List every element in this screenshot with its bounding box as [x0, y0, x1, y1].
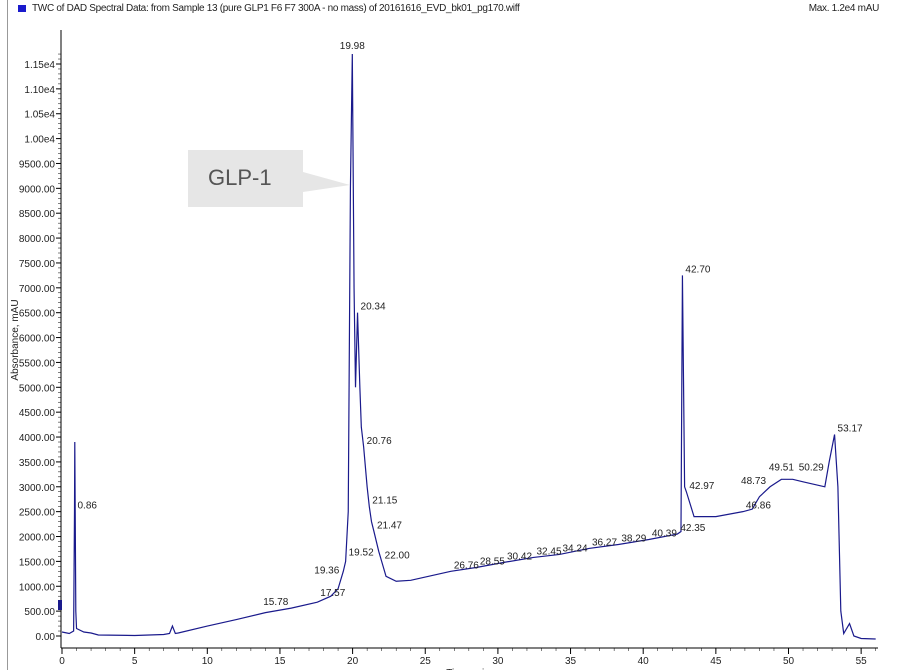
y-tick-label: 2000.00 [19, 533, 56, 544]
peak-label: 20.76 [367, 436, 392, 447]
y-tick-label: 5000.00 [19, 383, 56, 394]
peak-label: 42.35 [680, 523, 705, 534]
chart-title: TWC of DAD Spectral Data: from Sample 13… [32, 3, 520, 14]
peak-label: 0.86 [77, 501, 97, 512]
x-axis-label: Time, min [446, 668, 490, 670]
y-tick-label: 3500.00 [19, 458, 56, 469]
x-tick-label: 20 [347, 656, 359, 667]
peak-label: 22.00 [385, 550, 410, 561]
y-axis-label: Absorbance, mAU [10, 299, 21, 380]
peak-label: 48.73 [741, 476, 766, 487]
x-tick-label: 40 [638, 656, 650, 667]
y-tick-label: 2500.00 [19, 508, 56, 519]
y-tick-label: 8500.00 [19, 209, 56, 220]
glp1-callout: GLP-1 [188, 150, 303, 207]
callout-pointer [303, 172, 350, 192]
y-tick-label: 7000.00 [19, 284, 56, 295]
y-tick-label: 6500.00 [19, 309, 56, 320]
trace-start-marker [58, 600, 62, 610]
max-label: Max. 1.2e4 mAU [808, 3, 880, 14]
peak-label: 19.36 [314, 565, 339, 576]
peak-label: 21.15 [372, 496, 397, 507]
y-tick-label: 1500.00 [19, 557, 56, 568]
peak-label: 42.97 [689, 481, 714, 492]
x-tick-label: 15 [274, 656, 286, 667]
y-tick-label: 1.10e4 [24, 85, 55, 96]
y-tick-label: 9500.00 [19, 159, 56, 170]
y-tick-label: 500.00 [24, 607, 55, 618]
y-tick-label: 5500.00 [19, 358, 56, 369]
y-tick-label: 1.05e4 [24, 110, 55, 121]
peak-label: 26.76 [454, 560, 479, 571]
y-tick-label: 1.15e4 [24, 60, 55, 71]
y-tick-label: 4500.00 [19, 408, 56, 419]
y-tick-label: 3000.00 [19, 483, 56, 494]
y-tick-label: 1.00e4 [24, 135, 55, 146]
x-tick-label: 45 [710, 656, 722, 667]
peak-label: 46.86 [746, 501, 771, 512]
peak-label: 32.45 [536, 546, 561, 557]
x-tick-label: 0 [59, 656, 65, 667]
peak-label: 34.24 [563, 543, 588, 554]
peak-label: 17.57 [320, 588, 345, 599]
peak-label: 36.27 [592, 537, 617, 548]
y-tick-label: 8000.00 [19, 234, 56, 245]
peak-label: 19.52 [349, 547, 374, 558]
peak-label: 28.55 [480, 556, 505, 567]
peak-label: 38.29 [621, 533, 646, 544]
callout-label: GLP-1 [208, 165, 272, 190]
peak-label: 42.70 [685, 264, 710, 275]
x-tick-label: 55 [856, 656, 868, 667]
y-tick-label: 6000.00 [19, 334, 56, 345]
peak-label: 21.47 [377, 521, 402, 532]
peak-label: 50.29 [799, 462, 824, 473]
left-border [7, 0, 8, 670]
x-tick-label: 50 [783, 656, 795, 667]
x-tick-label: 25 [420, 656, 432, 667]
peak-label: 15.78 [263, 597, 288, 608]
peak-label: 20.34 [361, 302, 386, 313]
x-tick-label: 10 [202, 656, 214, 667]
y-tick-label: 4000.00 [19, 433, 56, 444]
peak-label: 49.51 [769, 462, 794, 473]
y-tick-label: 0.00 [36, 632, 56, 643]
x-tick-label: 35 [565, 656, 577, 667]
x-tick-label: 5 [132, 656, 138, 667]
peak-label: 19.98 [340, 41, 365, 52]
x-tick-label: 30 [492, 656, 504, 667]
y-tick-label: 9000.00 [19, 184, 56, 195]
peak-label: 40.39 [652, 529, 677, 540]
peak-label: 53.17 [838, 424, 863, 435]
legend-swatch [18, 5, 26, 12]
peak-label: 30.42 [507, 551, 532, 562]
trace-line [61, 54, 876, 640]
y-tick-label: 7500.00 [19, 259, 56, 270]
y-tick-label: 1000.00 [19, 582, 56, 593]
